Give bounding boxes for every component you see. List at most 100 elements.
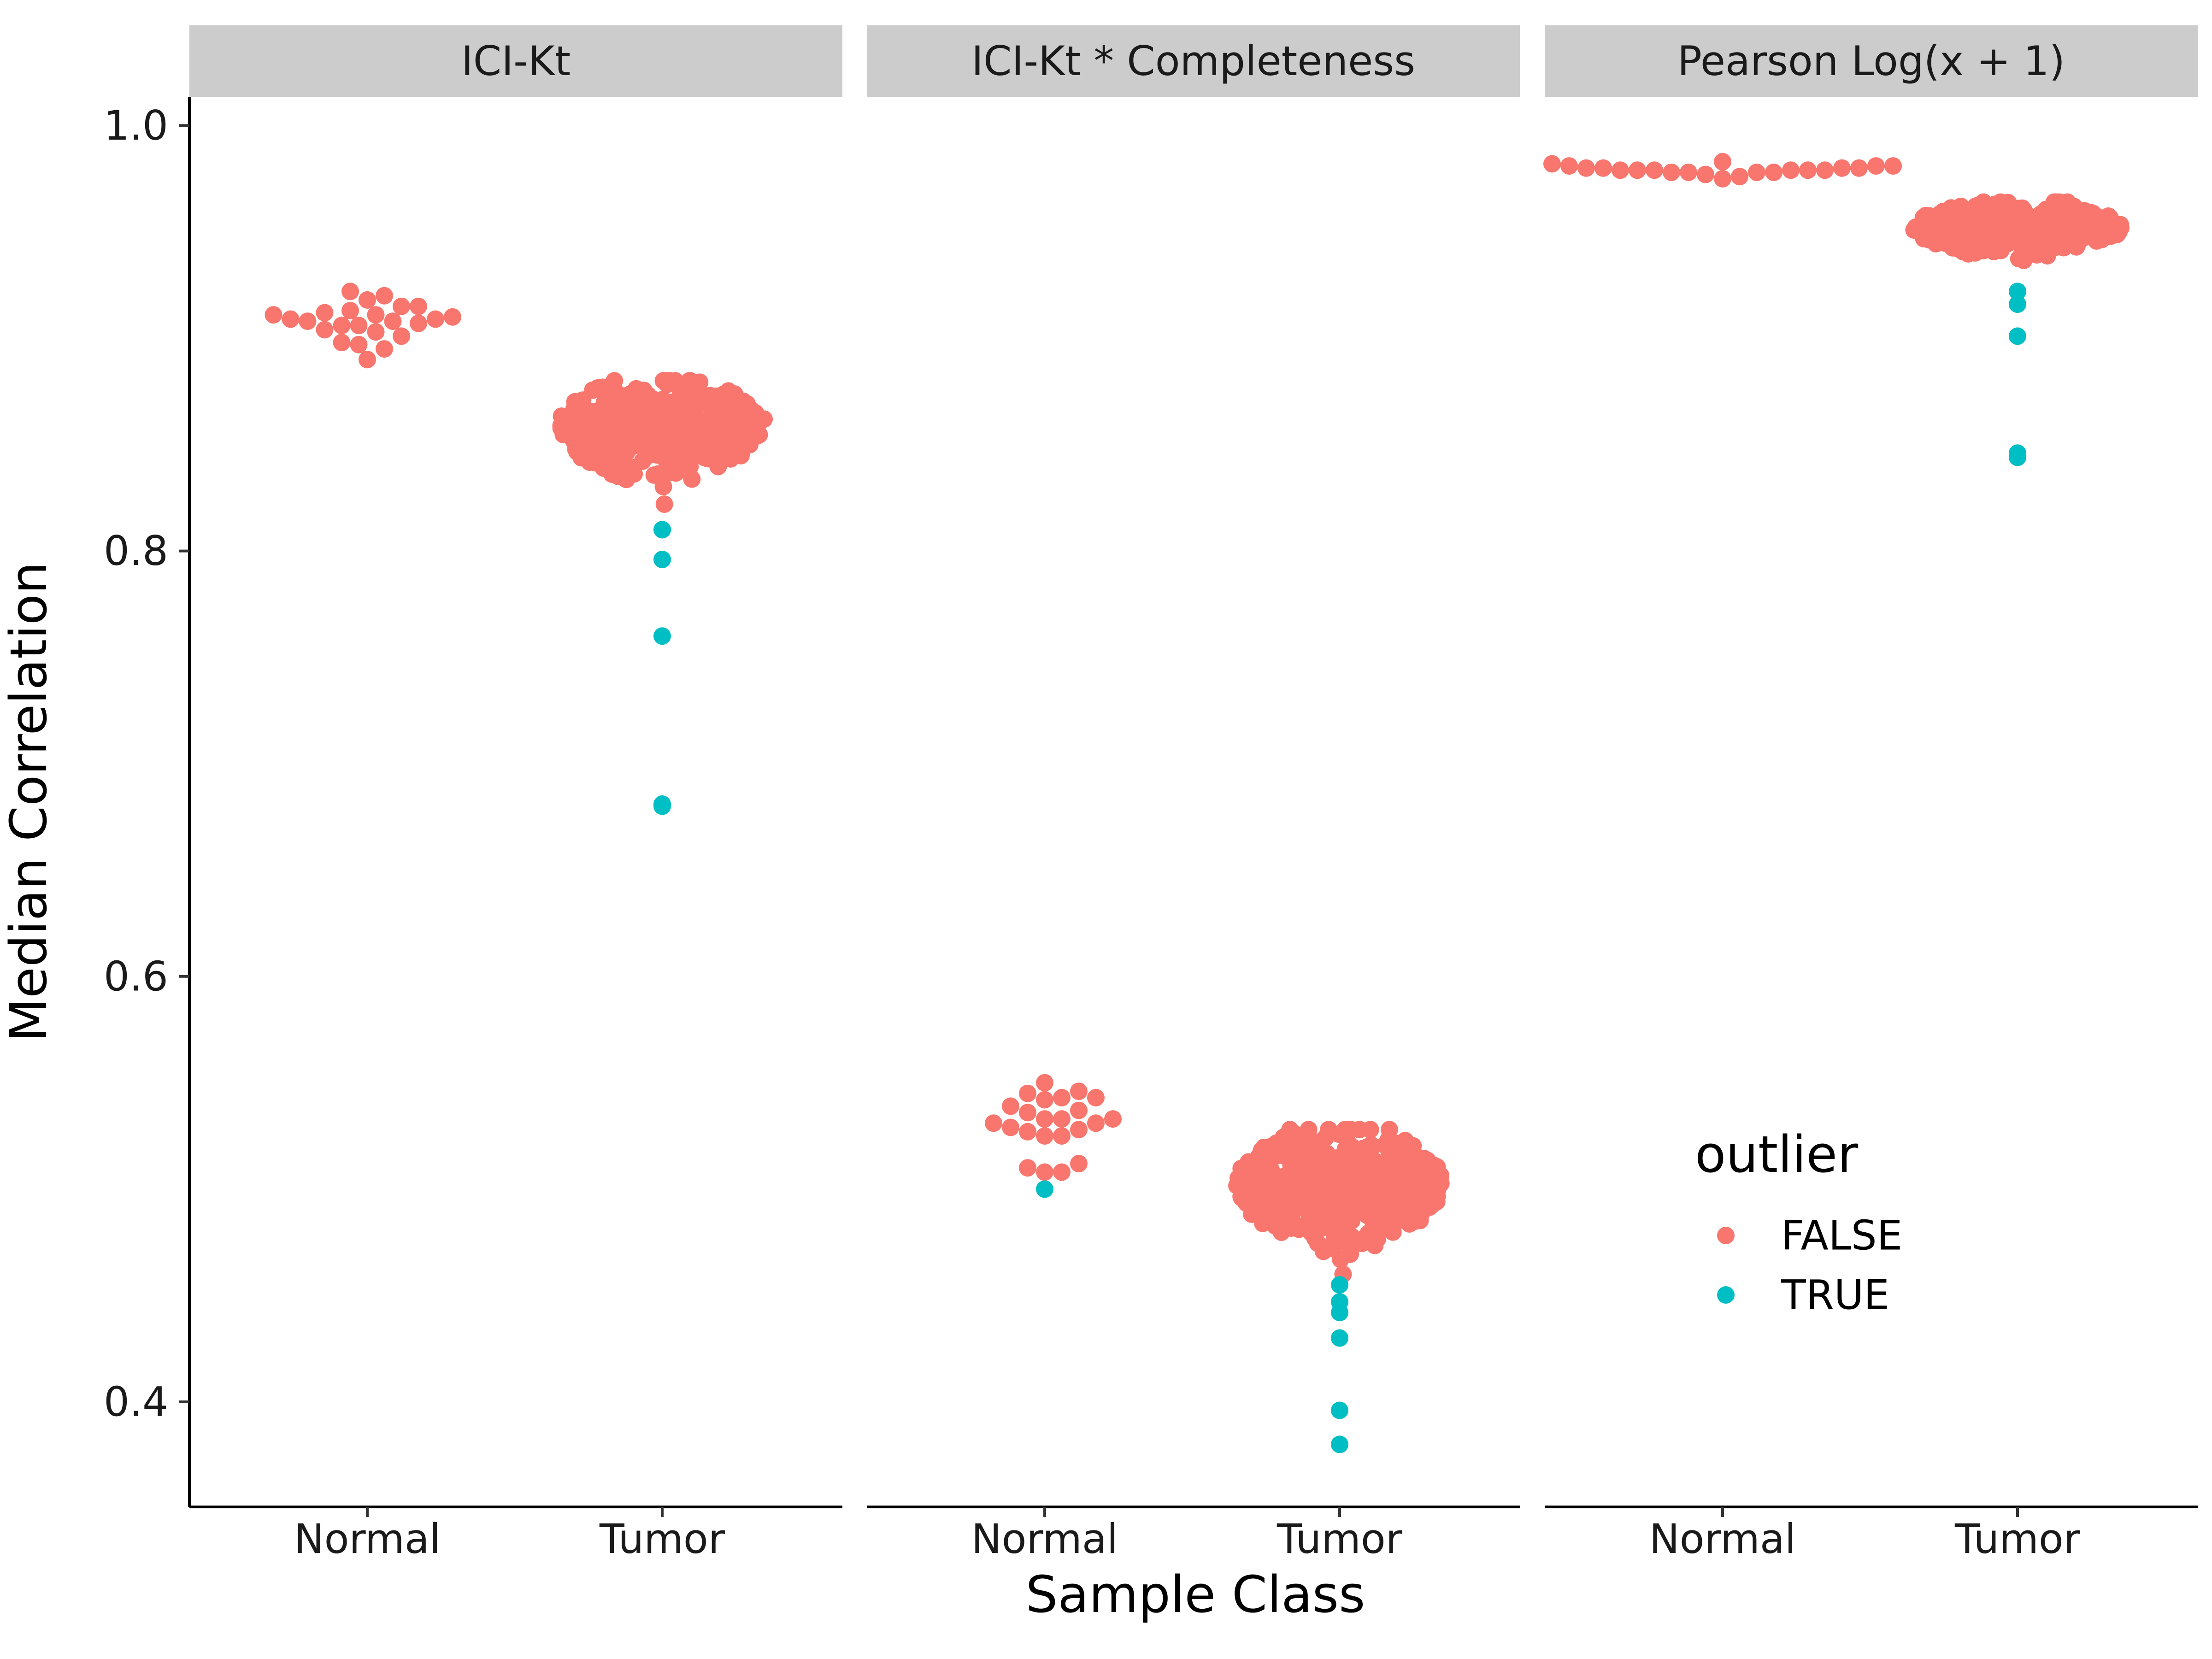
- data-point-false: [1002, 1097, 1019, 1115]
- y-axis-title: Median Correlation: [0, 562, 58, 1042]
- data-point-false: [333, 334, 351, 352]
- data-point-false: [1253, 1141, 1271, 1159]
- points-tumor: [1905, 193, 2130, 466]
- data-point-false: [1321, 1239, 1339, 1257]
- data-point-false: [1995, 221, 2013, 239]
- data-point-false: [1290, 1220, 1308, 1238]
- facet-panel-2: ICI-Kt * Completeness Normal Tumor: [867, 25, 1520, 1563]
- data-point-false: [746, 415, 764, 433]
- data-point-true: [2009, 295, 2026, 313]
- data-point-false: [712, 423, 730, 441]
- y-tick-label: 0.6: [104, 953, 168, 1000]
- data-point-false: [654, 372, 672, 390]
- x-tick-label: Tumor: [1277, 1515, 1403, 1563]
- data-point-false: [1104, 1110, 1122, 1128]
- data-point-false: [1850, 159, 1868, 177]
- data-point-false: [1314, 1210, 1332, 1228]
- data-point-false: [1287, 1175, 1305, 1193]
- data-point-false: [444, 308, 461, 326]
- y-tick-label: 0.8: [104, 527, 168, 575]
- points-normal: [1543, 153, 1902, 188]
- data-point-true: [1331, 1304, 1348, 1322]
- data-point-false: [718, 385, 735, 403]
- data-point-false: [1070, 1121, 1088, 1139]
- data-point-false: [1748, 164, 1765, 181]
- data-point-false: [350, 335, 368, 353]
- data-point-false: [1421, 1194, 1439, 1212]
- data-point-false: [359, 351, 376, 369]
- data-point-false: [1036, 1163, 1053, 1181]
- data-point-false: [1833, 159, 1851, 177]
- data-point-false: [645, 466, 663, 484]
- data-point-false: [2045, 193, 2063, 211]
- data-point-false: [1714, 153, 1731, 171]
- data-point-true: [653, 797, 671, 815]
- x-tick-label: Normal: [294, 1515, 441, 1563]
- data-point-false: [649, 428, 667, 446]
- data-point-true: [2009, 282, 2026, 300]
- data-point-false: [1646, 161, 1663, 179]
- legend-key-false: [1717, 1227, 1735, 1244]
- data-point-false: [410, 297, 427, 315]
- data-point-false: [681, 372, 699, 390]
- data-point-false: [1543, 155, 1561, 173]
- data-point-false: [1087, 1114, 1105, 1132]
- data-point-false: [1560, 157, 1578, 175]
- data-point-false: [1258, 1159, 1276, 1177]
- data-point-false: [1931, 219, 1949, 237]
- data-point-false: [1380, 1130, 1398, 1148]
- data-point-false: [2032, 205, 2050, 223]
- data-point-false: [1423, 1159, 1441, 1177]
- data-point-false: [367, 323, 385, 341]
- data-point-false: [1366, 1236, 1384, 1254]
- data-point-false: [1306, 1174, 1324, 1192]
- data-point-false: [677, 400, 695, 418]
- data-point-false: [2066, 221, 2084, 239]
- data-point-false: [2038, 247, 2056, 265]
- data-point-false: [410, 314, 427, 332]
- data-point-false: [704, 392, 722, 410]
- data-point-false: [1019, 1123, 1036, 1141]
- data-point-false: [1053, 1127, 1071, 1145]
- data-point-false: [1353, 1235, 1371, 1253]
- data-point-false: [316, 304, 334, 322]
- data-point-false: [594, 459, 612, 477]
- data-point-false: [633, 401, 651, 419]
- data-point-false: [1697, 165, 1714, 183]
- data-point-false: [1310, 1136, 1328, 1154]
- data-point-false: [1816, 161, 1834, 179]
- data-point-false: [2110, 223, 2128, 241]
- data-point-true: [1331, 1276, 1348, 1294]
- data-point-false: [2028, 227, 2046, 245]
- facet-panel-1: ICI-Kt Normal Tumor: [189, 25, 842, 1563]
- data-point-false: [1319, 1153, 1336, 1171]
- data-point-false: [2093, 231, 2111, 248]
- data-point-false: [1782, 161, 1800, 179]
- data-point-false: [393, 297, 410, 315]
- data-point-false: [699, 447, 717, 465]
- data-point-false: [350, 317, 368, 335]
- data-point-false: [618, 464, 636, 481]
- legend-title: outlier: [1695, 1125, 1859, 1184]
- data-point-true: [653, 551, 671, 569]
- data-point-false: [1959, 245, 1977, 263]
- data-point-false: [1375, 1205, 1393, 1223]
- data-point-false: [1629, 161, 1646, 179]
- data-point-false: [696, 428, 714, 446]
- data-point-false: [1249, 1181, 1267, 1199]
- data-point-false: [1920, 207, 1938, 225]
- data-point-false: [341, 282, 359, 300]
- data-point-false: [393, 327, 410, 345]
- data-point-true: [1331, 1401, 1348, 1419]
- data-point-false: [2010, 206, 2028, 224]
- data-point-false: [1400, 1159, 1418, 1177]
- facet-strip: [867, 25, 1520, 97]
- x-tick-label: Tumor: [1954, 1515, 2081, 1563]
- data-point-false: [683, 470, 701, 488]
- data-point-false: [1612, 161, 1629, 179]
- data-point-false: [282, 310, 300, 328]
- data-point-false: [663, 405, 681, 423]
- data-point-false: [1281, 1141, 1299, 1159]
- data-point-false: [1867, 157, 1885, 175]
